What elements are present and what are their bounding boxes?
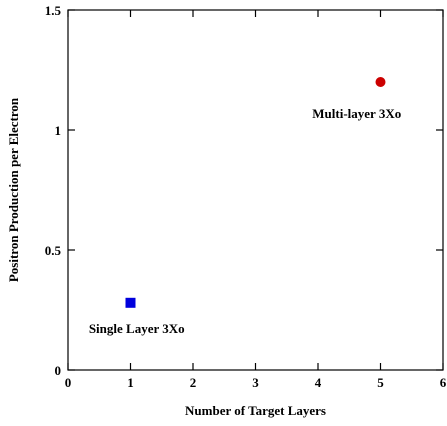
annotation-label: Multi-layer 3Xo — [312, 106, 401, 121]
x-tick-label: 5 — [377, 375, 384, 390]
annotation-label: Single Layer 3Xo — [89, 321, 185, 336]
x-tick-label: 3 — [252, 375, 259, 390]
axis-tick-labels: 0 1 2 3 4 5 6 0 0.5 1 1.5 — [45, 3, 447, 390]
y-axis-label: Positron Production per Electron — [6, 97, 21, 282]
axis-ticks — [67, 9, 444, 371]
x-axis-label: Number of Target Layers — [185, 403, 326, 418]
plot-area — [67, 9, 444, 371]
annotations: Single Layer 3Xo Multi-layer 3Xo — [89, 106, 401, 336]
data-marks — [125, 77, 386, 308]
data-point-circle — [375, 77, 386, 87]
y-tick-label: 0 — [55, 363, 62, 378]
x-tick-label: 1 — [127, 375, 134, 390]
y-tick-label: 0.5 — [45, 243, 62, 258]
x-tick-label: 6 — [440, 375, 447, 390]
y-tick-label: 1.5 — [45, 3, 62, 18]
x-tick-label: 4 — [315, 375, 322, 390]
x-tick-label: 0 — [65, 375, 72, 390]
x-tick-label: 2 — [190, 375, 197, 390]
y-tick-label: 1 — [55, 123, 62, 138]
data-point-square — [125, 297, 136, 308]
